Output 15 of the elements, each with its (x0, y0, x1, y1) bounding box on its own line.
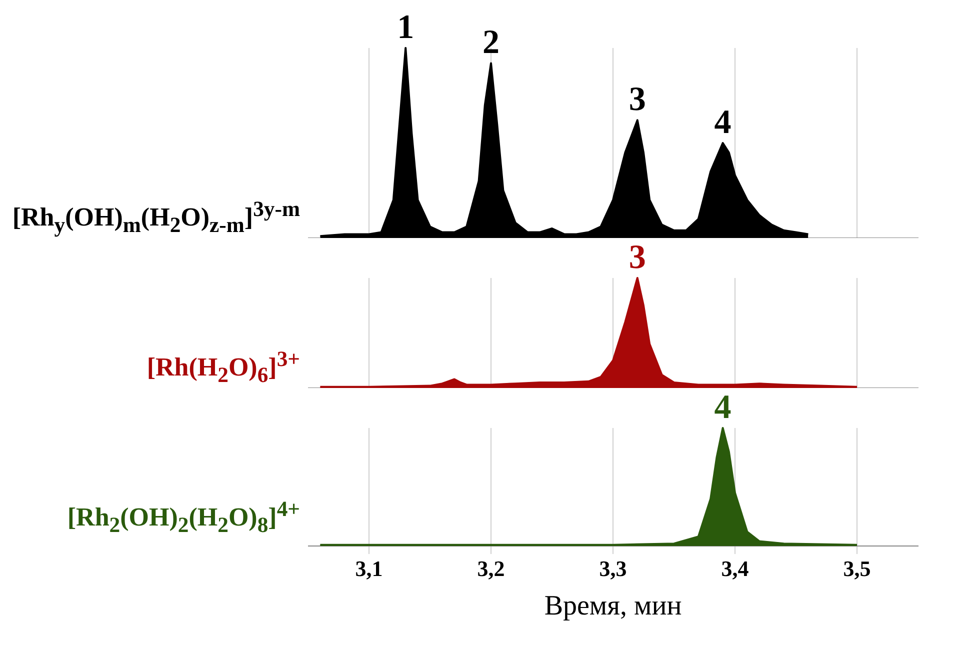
annotation: 4 (714, 388, 732, 426)
x-tick-label: 3,2 (477, 556, 505, 581)
series-label: [Rh(H$_{2}$O)$_{6}$]$^{3+}$ (146, 347, 301, 388)
text: [Rh$_{2}$(OH)$_{2}$(H$_{2}$O)$_{8}$]$^{4+}$ (67, 497, 300, 537)
annotation: 1 (397, 8, 414, 46)
annotation: 4 (714, 104, 732, 141)
x-tick-label: 3,3 (599, 556, 627, 581)
annotation: 2 (482, 24, 500, 61)
annotation: 3 (628, 80, 646, 118)
x-tick-label: 3,5 (843, 556, 871, 581)
text: [Rh$_{y}$(OH)$_{m}$(H$_{2}$O)$_{z-m}$]$^{3y-m}$ (12, 197, 300, 237)
x-axis-title: Время, мин (544, 590, 682, 622)
annotation: 3 (628, 238, 646, 276)
x-tick-label: 3,1 (355, 556, 383, 581)
x-tick-label: 3,4 (721, 556, 749, 581)
